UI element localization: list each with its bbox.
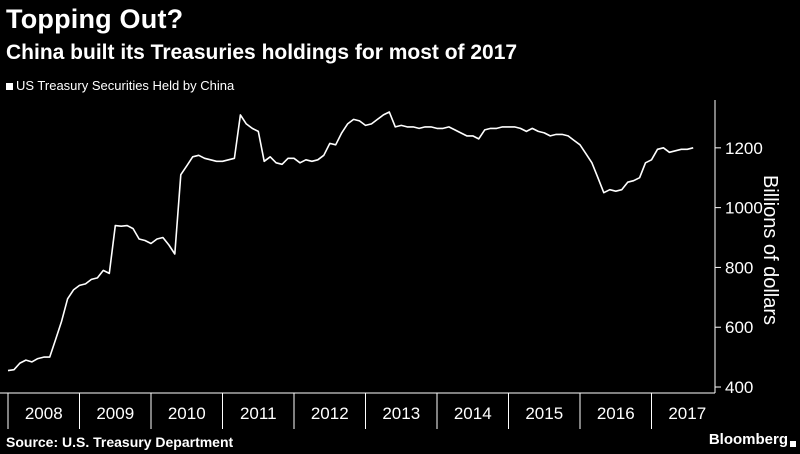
y-axis-title: Billions of dollars [759,175,781,325]
plot-layer [7,111,694,372]
y-tick-label: 400 [725,378,753,397]
x-tick-label: 2013 [382,404,420,423]
brand-name: Bloomberg [708,431,788,448]
y-tick-label: 800 [725,258,753,277]
x-tick-label: 2010 [168,404,206,423]
brand-logo: Bloomberg [709,431,796,449]
legend-label: US Treasury Securities Held by China [16,78,235,93]
x-tick-label: 2015 [525,404,563,423]
x-tick-label: 2011 [240,404,277,423]
brand-mark [790,440,796,447]
legend: US Treasury Securities Held by China [6,78,234,94]
chart-title: Topping Out? [6,4,184,34]
source-note: Source: U.S. Treasury Department [6,434,234,450]
x-tick-label: 2008 [25,404,63,423]
chart-subtitle: China built its Treasuries holdings for … [6,41,518,64]
x-tick-label: 2012 [311,404,349,423]
x-tick-label: 2014 [454,404,492,423]
x-tick-label: 2009 [96,404,134,423]
y-tick-label: 600 [725,318,753,337]
x-tick-label: 2017 [668,404,706,423]
x-tick-label: 2016 [597,404,635,423]
axis-layer: 400 600 800 1000 1200 2008 2009 2010 2011 2012 201… [0,100,763,429]
series-line [7,111,694,372]
y-tick-label: 1200 [725,139,763,158]
legend-swatch [6,82,13,90]
y-tick-label: 1000 [725,199,763,218]
